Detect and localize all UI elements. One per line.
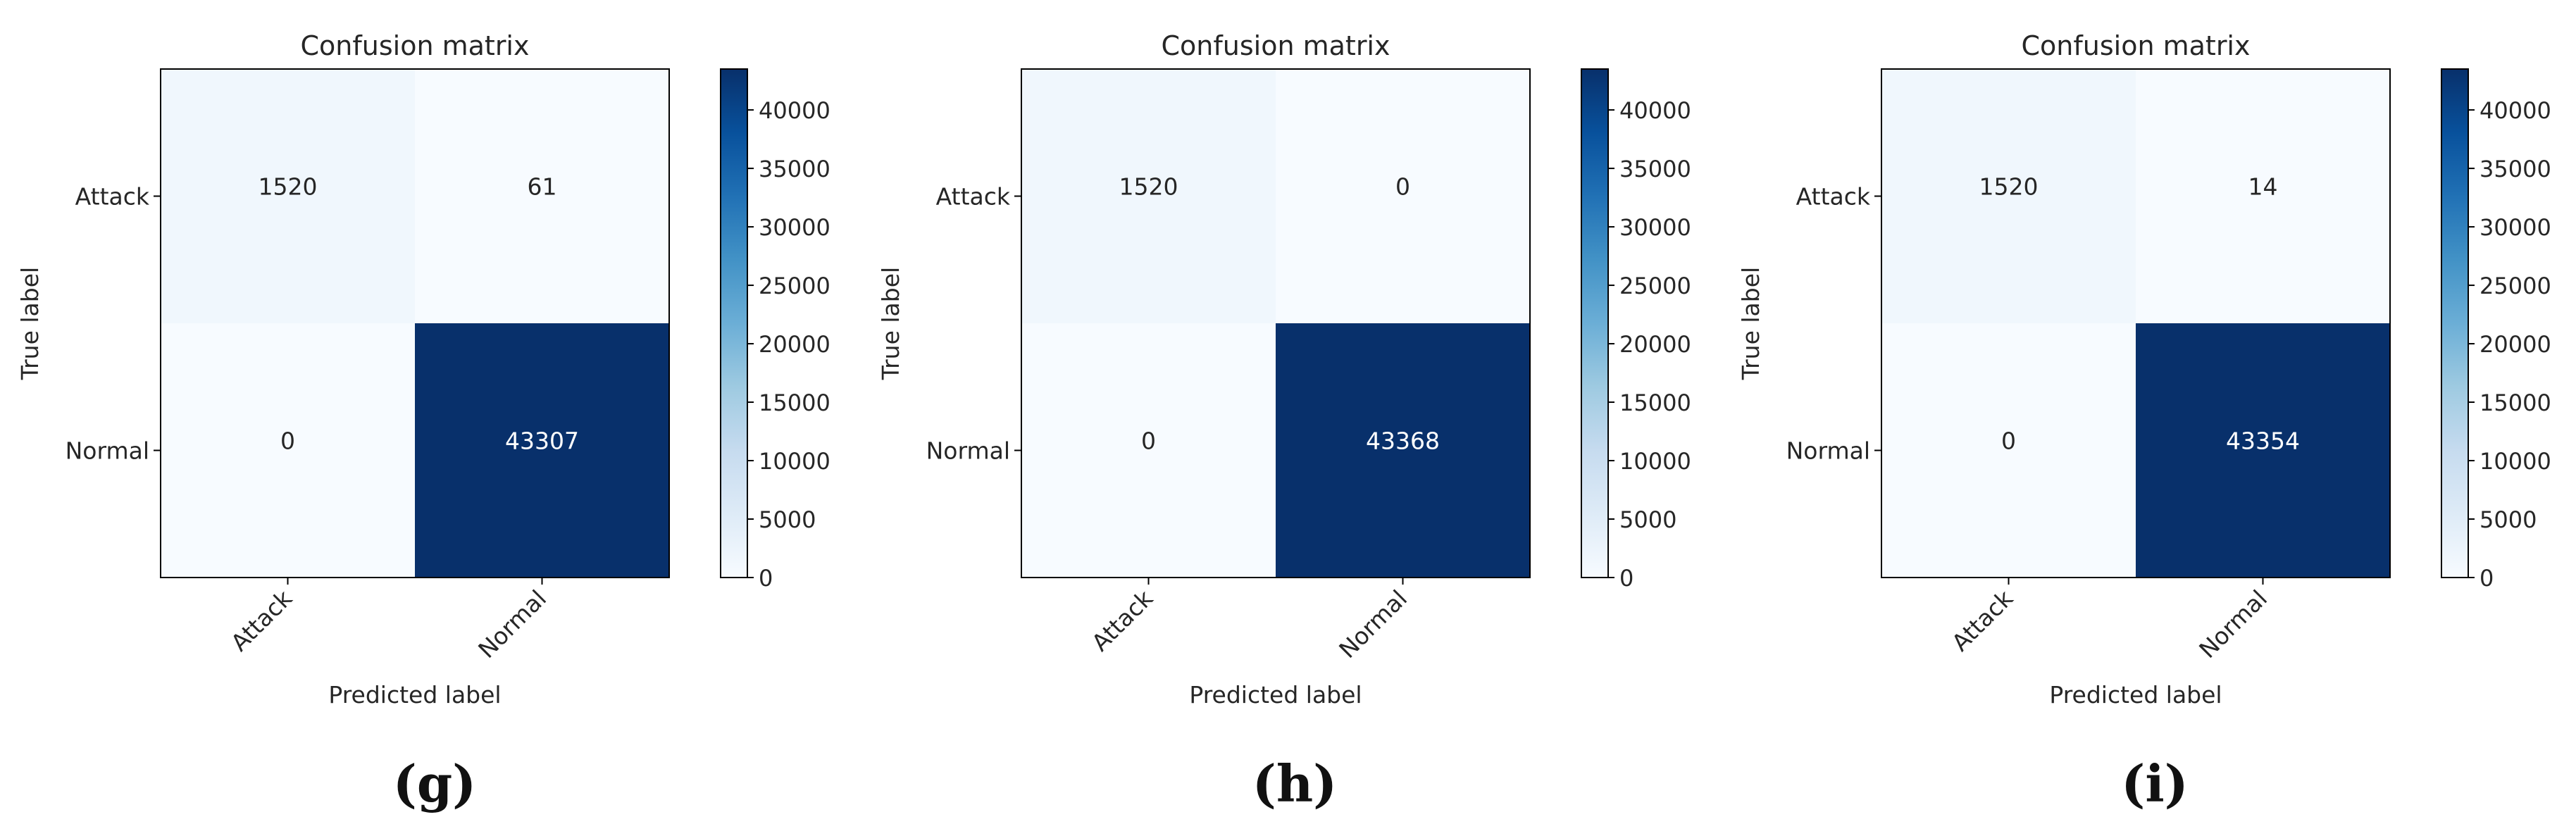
y-tick-label: Normal [926, 437, 1010, 465]
x-tick-label: Normal [473, 585, 552, 663]
y-tick-label: Normal [66, 437, 149, 465]
cell-value-label: 43354 [2226, 428, 2300, 455]
panel-caption: (h) [1252, 754, 1338, 813]
confusion-matrix-panel: Confusion matrix 1520 0 0 43368 Attack Normal A… [877, 30, 1691, 709]
heatmap-cell [2136, 69, 2390, 323]
axes-frame [1021, 68, 1531, 578]
colorbar-tick-label: 40000 [2479, 97, 2551, 124]
heatmap-cell [1276, 323, 1530, 578]
colorbar-tick-label: 0 [2479, 565, 2494, 592]
colorbar-tick-label: 30000 [1619, 214, 1691, 241]
colorbar-tick-label: 10000 [1619, 448, 1691, 475]
cell-value-label: 43368 [1366, 428, 1440, 455]
colorbar-tick-label: 20000 [759, 331, 830, 358]
colorbar-tick-label: 0 [759, 565, 773, 592]
colorbar-tick-label: 10000 [2479, 448, 2551, 475]
colorbar-tick-label: 25000 [1619, 273, 1691, 299]
cell-value-label: 0 [2001, 428, 2016, 455]
x-tick-label: Attack [1086, 584, 1159, 656]
x-tick-label: Normal [2194, 585, 2272, 663]
colorbar [720, 68, 748, 578]
cell-value-label: 0 [1395, 173, 1410, 201]
confusion-matrix-panel: Confusion matrix 1520 61 0 43307 Attack Normal… [16, 30, 830, 709]
colorbar-tick-label: 20000 [1619, 331, 1691, 358]
heatmap-cell [1881, 323, 2136, 578]
axes-frame [1881, 68, 2391, 578]
chart-title: Confusion matrix [1162, 30, 1390, 61]
axes-frame [160, 68, 670, 578]
panel-caption: (g) [392, 754, 477, 813]
colorbar-tick-label: 15000 [2479, 389, 2551, 416]
cell-value-label: 0 [1141, 428, 1156, 455]
panel-caption: (i) [2121, 754, 2189, 813]
y-tick-label: Attack [1796, 183, 1871, 211]
heatmap-cell [2136, 323, 2390, 578]
colorbar-tick-label: 5000 [759, 506, 816, 533]
cell-value-label: 43307 [505, 428, 579, 455]
colorbar-tick-label: 30000 [2479, 214, 2551, 241]
heatmap-cell [1881, 69, 2136, 323]
y-axis-label: True label [877, 267, 904, 380]
heatmap-cell [1276, 69, 1530, 323]
x-axis-label: Predicted label [328, 681, 501, 709]
x-tick-label: Attack [1946, 584, 2019, 656]
cell-value-label: 1520 [1119, 173, 1178, 201]
y-tick-label: Attack [936, 183, 1011, 211]
cell-value-label: 1520 [1979, 173, 2039, 201]
colorbar-tick-label: 35000 [2479, 156, 2551, 182]
heatmap-cell [415, 69, 669, 323]
heatmap-cell [1021, 323, 1276, 578]
heatmap-cell [1021, 69, 1276, 323]
cell-value-label: 0 [280, 428, 295, 455]
colorbar [1581, 68, 1609, 578]
colorbar-tick-label: 25000 [2479, 273, 2551, 299]
cell-value-label: 61 [528, 173, 557, 201]
colorbar-tick-label: 20000 [2479, 331, 2551, 358]
colorbar-tick-label: 35000 [759, 156, 830, 182]
colorbar-tick-label: 15000 [1619, 389, 1691, 416]
colorbar-tick-label: 15000 [759, 389, 830, 416]
heatmap-cell [415, 323, 669, 578]
x-tick-label: Normal [1333, 585, 1412, 663]
confusion-matrix-panel: Confusion matrix 1520 14 0 43354 Attack Normal… [1737, 30, 2551, 709]
colorbar-tick-label: 40000 [1619, 97, 1691, 124]
cell-value-label: 14 [2248, 173, 2278, 201]
y-axis-label: True label [1737, 267, 1765, 380]
x-tick-label: Attack [225, 584, 298, 656]
x-axis-label: Predicted label [2049, 681, 2222, 709]
heatmap-cell [161, 69, 415, 323]
colorbar-tick-label: 0 [1619, 565, 1634, 592]
y-tick-label: Attack [75, 183, 150, 211]
chart-title: Confusion matrix [2022, 30, 2251, 61]
colorbar-tick-label: 5000 [1619, 506, 1676, 533]
colorbar-tick-label: 5000 [2479, 506, 2537, 533]
y-axis-label: True label [16, 267, 44, 380]
cell-value-label: 1520 [259, 173, 318, 201]
colorbar-tick-label: 35000 [1619, 156, 1691, 182]
colorbar-tick-label: 40000 [759, 97, 830, 124]
heatmap-cell [161, 323, 415, 578]
colorbar-tick-label: 25000 [759, 273, 830, 299]
colorbar-tick-label: 30000 [759, 214, 830, 241]
y-tick-label: Normal [1786, 437, 1870, 465]
colorbar [2441, 68, 2469, 578]
x-axis-label: Predicted label [1189, 681, 1362, 709]
chart-title: Confusion matrix [301, 30, 530, 61]
colorbar-tick-label: 10000 [759, 448, 830, 475]
